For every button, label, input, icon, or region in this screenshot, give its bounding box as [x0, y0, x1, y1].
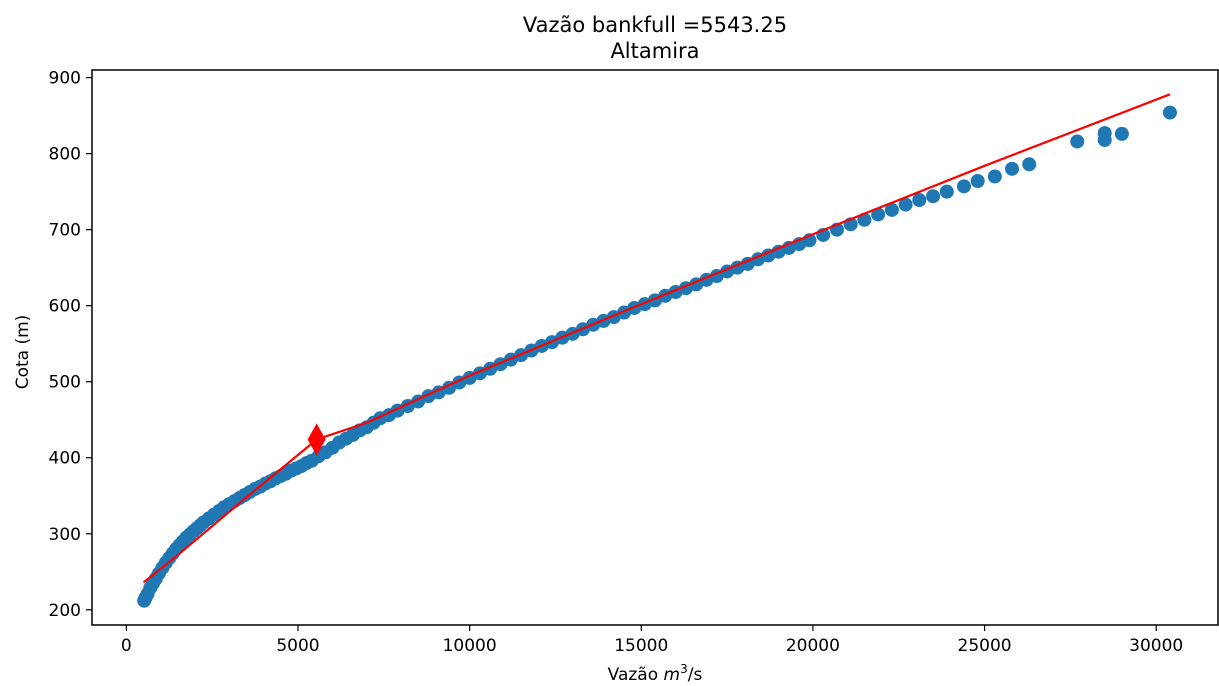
scatter-point [1097, 126, 1112, 141]
scatter-point [987, 169, 1002, 184]
y-tick-label: 400 [49, 449, 81, 469]
x-tick-label: 30000 [1129, 636, 1183, 656]
scatter-point [1114, 126, 1129, 141]
scatter-point [1070, 134, 1085, 149]
scatter-point [1162, 105, 1177, 120]
scatter-point [970, 174, 985, 188]
scatter-point [956, 179, 971, 194]
fit-line [142, 93, 1171, 584]
x-tick-label: 15000 [614, 636, 668, 656]
x-tick-label: 20000 [786, 636, 840, 656]
y-axis: 200 300 400 500 600 700 800 900 [49, 69, 92, 621]
scatter-point [871, 207, 886, 222]
y-tick-label: 200 [49, 601, 81, 621]
y-axis-label: Cota (m) [13, 315, 33, 390]
chart-title: Vazão bankfull =5543.25 [523, 13, 787, 37]
x-axis: 0 5000 10000 15000 20000 25000 30000 [121, 625, 1183, 656]
y-tick-label: 500 [49, 373, 81, 393]
scatter-point [1005, 161, 1020, 176]
y-tick-label: 600 [49, 297, 81, 317]
x-tick-label: 0 [121, 636, 132, 656]
x-tick-label: 10000 [443, 636, 497, 656]
scatter-point [884, 202, 899, 217]
scatter-point [912, 193, 927, 208]
x-axis-label: Vazão m3/s [608, 662, 703, 685]
x-tick-label: 5000 [276, 636, 319, 656]
y-tick-label: 700 [49, 221, 81, 241]
scatter-point [898, 197, 913, 212]
bankfull-marker [307, 423, 326, 456]
chart-subtitle: Altamira [610, 39, 699, 63]
y-tick-label: 300 [49, 525, 81, 545]
scatter-point [926, 189, 941, 204]
scatter-point [1022, 157, 1037, 172]
plot-area [137, 93, 1177, 608]
scatter-point [939, 184, 954, 199]
y-tick-label: 900 [49, 69, 81, 89]
axes-frame [91, 69, 1219, 626]
x-tick-label: 25000 [958, 636, 1012, 656]
scatter-point [857, 212, 872, 227]
y-tick-label: 800 [49, 145, 81, 165]
